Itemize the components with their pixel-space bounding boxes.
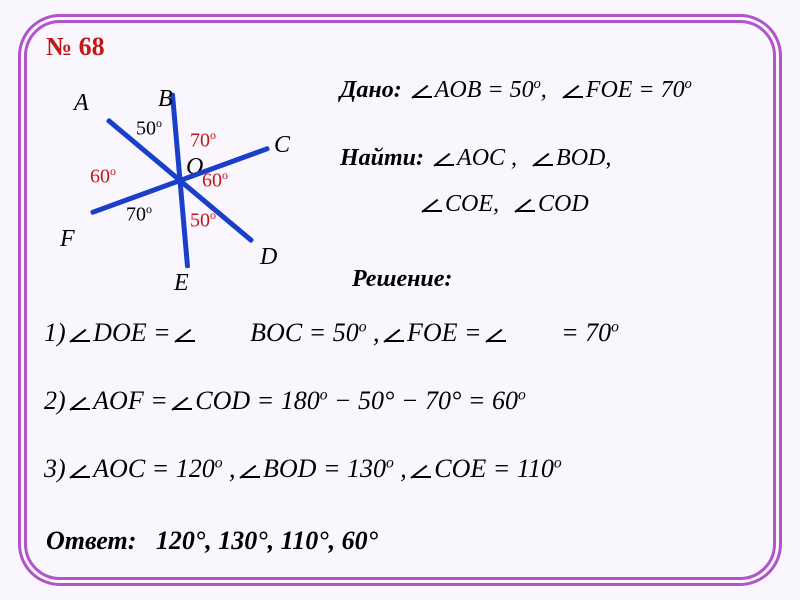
angle-icon xyxy=(386,328,404,342)
angle-icon xyxy=(436,152,454,166)
angle-value: 60o xyxy=(90,164,116,189)
angle-icon xyxy=(413,464,431,478)
ray xyxy=(178,180,191,268)
angle-icon xyxy=(72,464,90,478)
find-coe: COE, xyxy=(445,191,499,217)
angle-icon xyxy=(177,328,195,342)
given-block: Дано: AOB = 50o, FOE = 70o xyxy=(340,76,692,104)
answer-line: Ответ: 120°, 130°, 110°, 60° xyxy=(46,526,378,556)
angle-icon xyxy=(565,84,583,98)
angle-icon xyxy=(488,328,506,342)
find-block: Найти: AOC , BOD, COE, COD xyxy=(340,136,611,227)
find-label: Найти: xyxy=(340,145,424,171)
ray-label: A xyxy=(74,90,89,117)
angle-value: 70o xyxy=(126,202,152,227)
find-bod: BOD, xyxy=(556,145,611,171)
find-aoc: AOC , xyxy=(457,145,517,171)
answer-label: Ответ: xyxy=(46,526,136,555)
angle-icon xyxy=(72,396,90,410)
angle-value: 50o xyxy=(136,116,162,141)
find-cod: COD xyxy=(538,191,589,217)
solution-label: Решение: xyxy=(352,266,452,293)
ray-label: E xyxy=(174,270,189,297)
angle-icon xyxy=(242,464,260,478)
problem-number: № 68 xyxy=(46,32,105,62)
ray-label: F xyxy=(60,226,75,253)
angle-icon xyxy=(72,328,90,342)
given-foe: FOE = 70o xyxy=(586,77,692,103)
content: № 68 O ABCDEF50o70o60o60o70o50o Дано: AO… xyxy=(40,28,760,572)
angle-icon xyxy=(424,198,442,212)
answer-values: 120°, 130°, 110°, 60° xyxy=(156,526,378,555)
step-2: 2) AOF = COD = 180o − 50° − 70° = 60o xyxy=(44,386,526,416)
angle-value: 70o xyxy=(190,128,216,153)
given-aob: AOB = 50o xyxy=(435,77,541,103)
angle-icon xyxy=(535,152,553,166)
given-label: Дано: xyxy=(340,77,402,103)
angle-icon xyxy=(174,396,192,410)
ray-label: C xyxy=(274,132,290,159)
ray-label: D xyxy=(260,244,277,271)
angle-value: 60o xyxy=(202,168,228,193)
step-1: 1) DOE = BOC = 50o , FOE = = 70o xyxy=(44,318,619,348)
step-3: 3) AOC = 120o , BOD = 130o , COE = 110o xyxy=(44,454,562,484)
angle-icon xyxy=(517,198,535,212)
angle-icon xyxy=(414,84,432,98)
ray-label: B xyxy=(158,86,173,113)
rays-diagram: O ABCDEF50o70o60o60o70o50o xyxy=(50,68,310,288)
angle-value: 50o xyxy=(190,208,216,233)
